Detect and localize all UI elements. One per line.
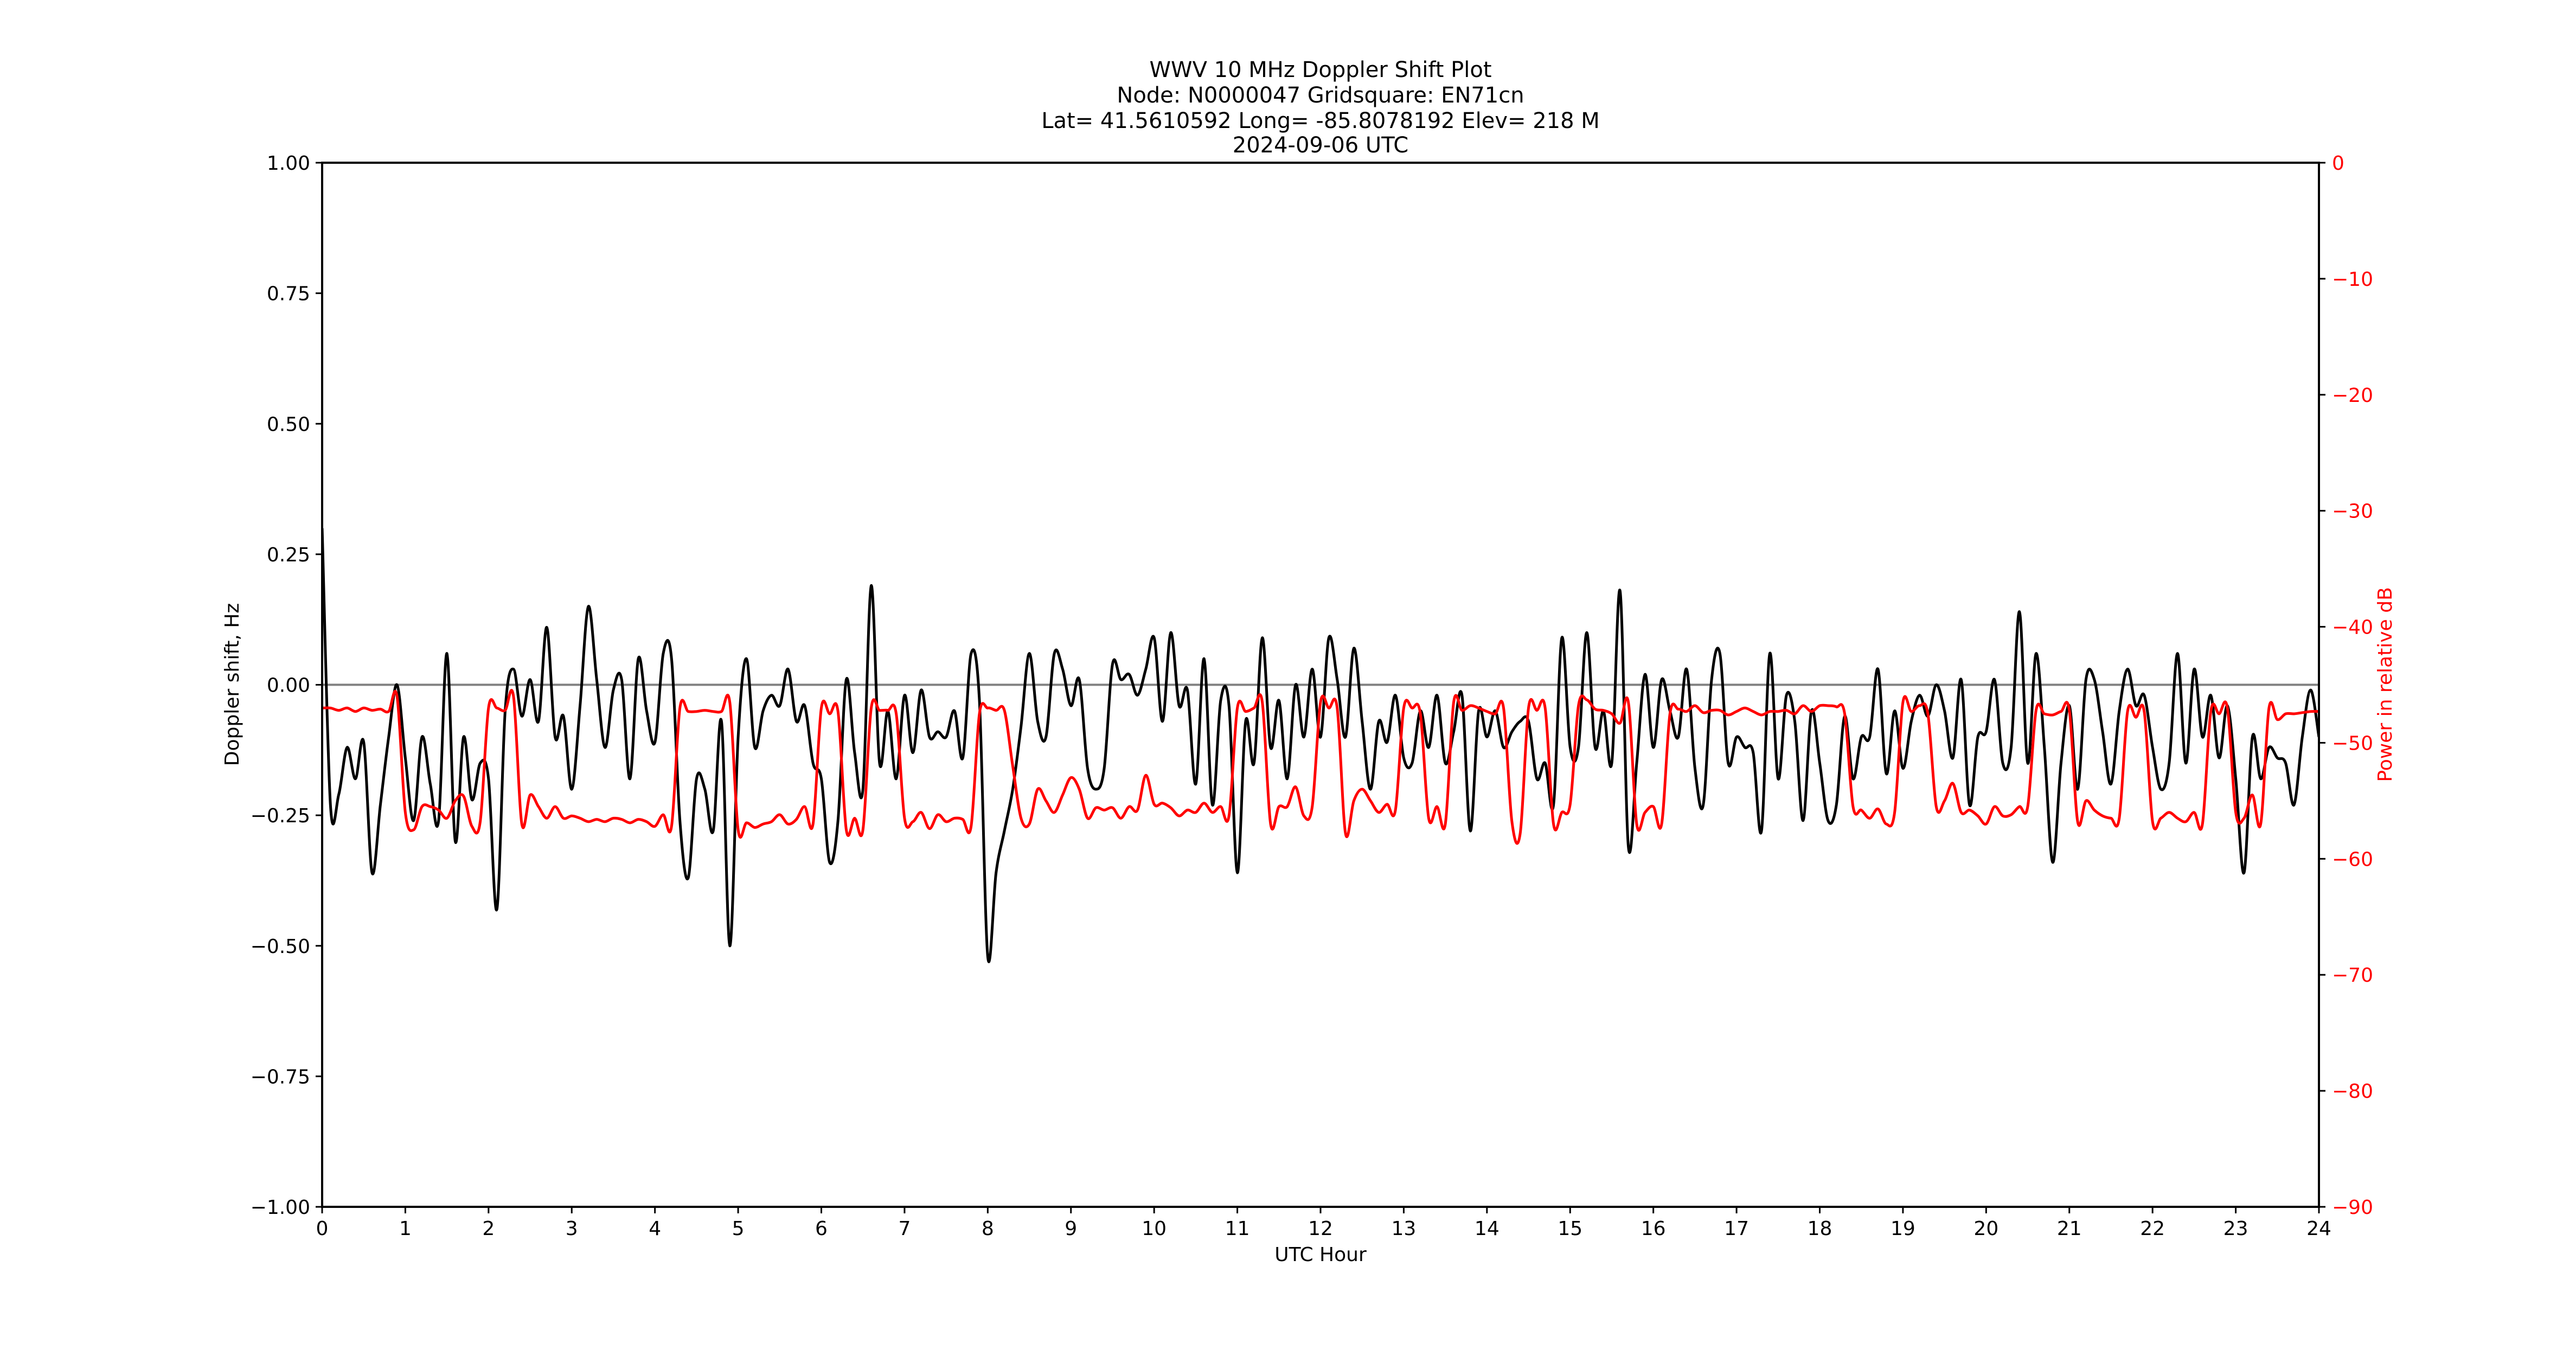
axes: 0 1 2 3 4 5 6 7 8 9 10 11 12 13 14 15 16 17 18 19 20 21 22 23 24… bbox=[251, 152, 2373, 1240]
power-series-line bbox=[322, 689, 2319, 845]
y-tick-label: −0.25 bbox=[251, 805, 310, 827]
y2-tick-label: −10 bbox=[2332, 268, 2373, 291]
x-tick-label: 5 bbox=[732, 1218, 745, 1240]
y-tick-label: −0.75 bbox=[251, 1066, 310, 1088]
x-tick-label: 1 bbox=[399, 1218, 412, 1240]
x-tick-label: 6 bbox=[815, 1218, 828, 1240]
title-line-4: 2024-09-06 UTC bbox=[1233, 133, 1408, 158]
x-tick-label: 13 bbox=[1392, 1218, 1417, 1240]
x-tick-label: 9 bbox=[1065, 1218, 1077, 1240]
y2-tick-label: −40 bbox=[2332, 617, 2373, 639]
y2-tick-label: −80 bbox=[2332, 1080, 2373, 1103]
y-axis-label: Doppler shift, Hz bbox=[221, 603, 243, 766]
x-tick-label: 4 bbox=[649, 1218, 661, 1240]
x-tick-label: 10 bbox=[1142, 1218, 1167, 1240]
x-tick-label: 19 bbox=[1891, 1218, 1915, 1240]
title-line-2: Node: N0000047 Gridsquare: EN71cn bbox=[1117, 83, 1524, 108]
x-tick-label: 11 bbox=[1225, 1218, 1250, 1240]
x-tick-label: 3 bbox=[566, 1218, 578, 1240]
x-tick-label: 8 bbox=[982, 1218, 994, 1240]
y2-tick-label: −90 bbox=[2332, 1197, 2373, 1219]
y2-tick-label: −70 bbox=[2332, 964, 2373, 987]
x-tick-label: 24 bbox=[2306, 1218, 2331, 1240]
y-tick-label: 0.25 bbox=[267, 544, 310, 566]
title-line-3: Lat= 41.5610592 Long= -85.8078192 Elev= … bbox=[1041, 108, 1600, 133]
x-tick-label: 17 bbox=[1724, 1218, 1749, 1240]
x-tick-label: 2 bbox=[482, 1218, 495, 1240]
x-tick-label: 16 bbox=[1641, 1218, 1666, 1240]
x-axis-label: UTC Hour bbox=[1274, 1244, 1367, 1266]
y2-tick-label: −60 bbox=[2332, 848, 2373, 871]
x-tick-label: 18 bbox=[1808, 1218, 1832, 1240]
x-tick-label: 22 bbox=[2140, 1218, 2165, 1240]
chart-title: WWV 10 MHz Doppler Shift Plot Node: N000… bbox=[1041, 57, 1600, 158]
doppler-series-line bbox=[322, 528, 2319, 963]
y2-tick-label: 0 bbox=[2332, 152, 2344, 175]
x-tick-label: 20 bbox=[1973, 1218, 1998, 1240]
title-line-1: WWV 10 MHz Doppler Shift Plot bbox=[1149, 57, 1491, 82]
x-tick-label: 0 bbox=[316, 1218, 329, 1240]
y-tick-label: 0.75 bbox=[267, 283, 310, 305]
plot-area bbox=[322, 528, 2319, 963]
x-tick-label: 14 bbox=[1475, 1218, 1500, 1240]
y-tick-label: 0.50 bbox=[267, 413, 310, 436]
y-tick-label: −0.50 bbox=[251, 936, 310, 958]
y-tick-label: −1.00 bbox=[251, 1197, 310, 1219]
x-tick-label: 12 bbox=[1308, 1218, 1333, 1240]
y2-axis-label: Power in relative dB bbox=[2374, 587, 2396, 782]
y2-tick-label: −30 bbox=[2332, 501, 2373, 523]
y2-tick-label: −50 bbox=[2332, 732, 2373, 754]
x-tick-label: 7 bbox=[898, 1218, 911, 1240]
y-tick-label: 1.00 bbox=[267, 152, 310, 175]
y2-tick-label: −20 bbox=[2332, 385, 2373, 407]
x-tick-label: 21 bbox=[2057, 1218, 2082, 1240]
x-tick-label: 15 bbox=[1558, 1218, 1582, 1240]
x-tick-label: 23 bbox=[2223, 1218, 2248, 1240]
y-tick-label: 0.00 bbox=[267, 675, 310, 697]
